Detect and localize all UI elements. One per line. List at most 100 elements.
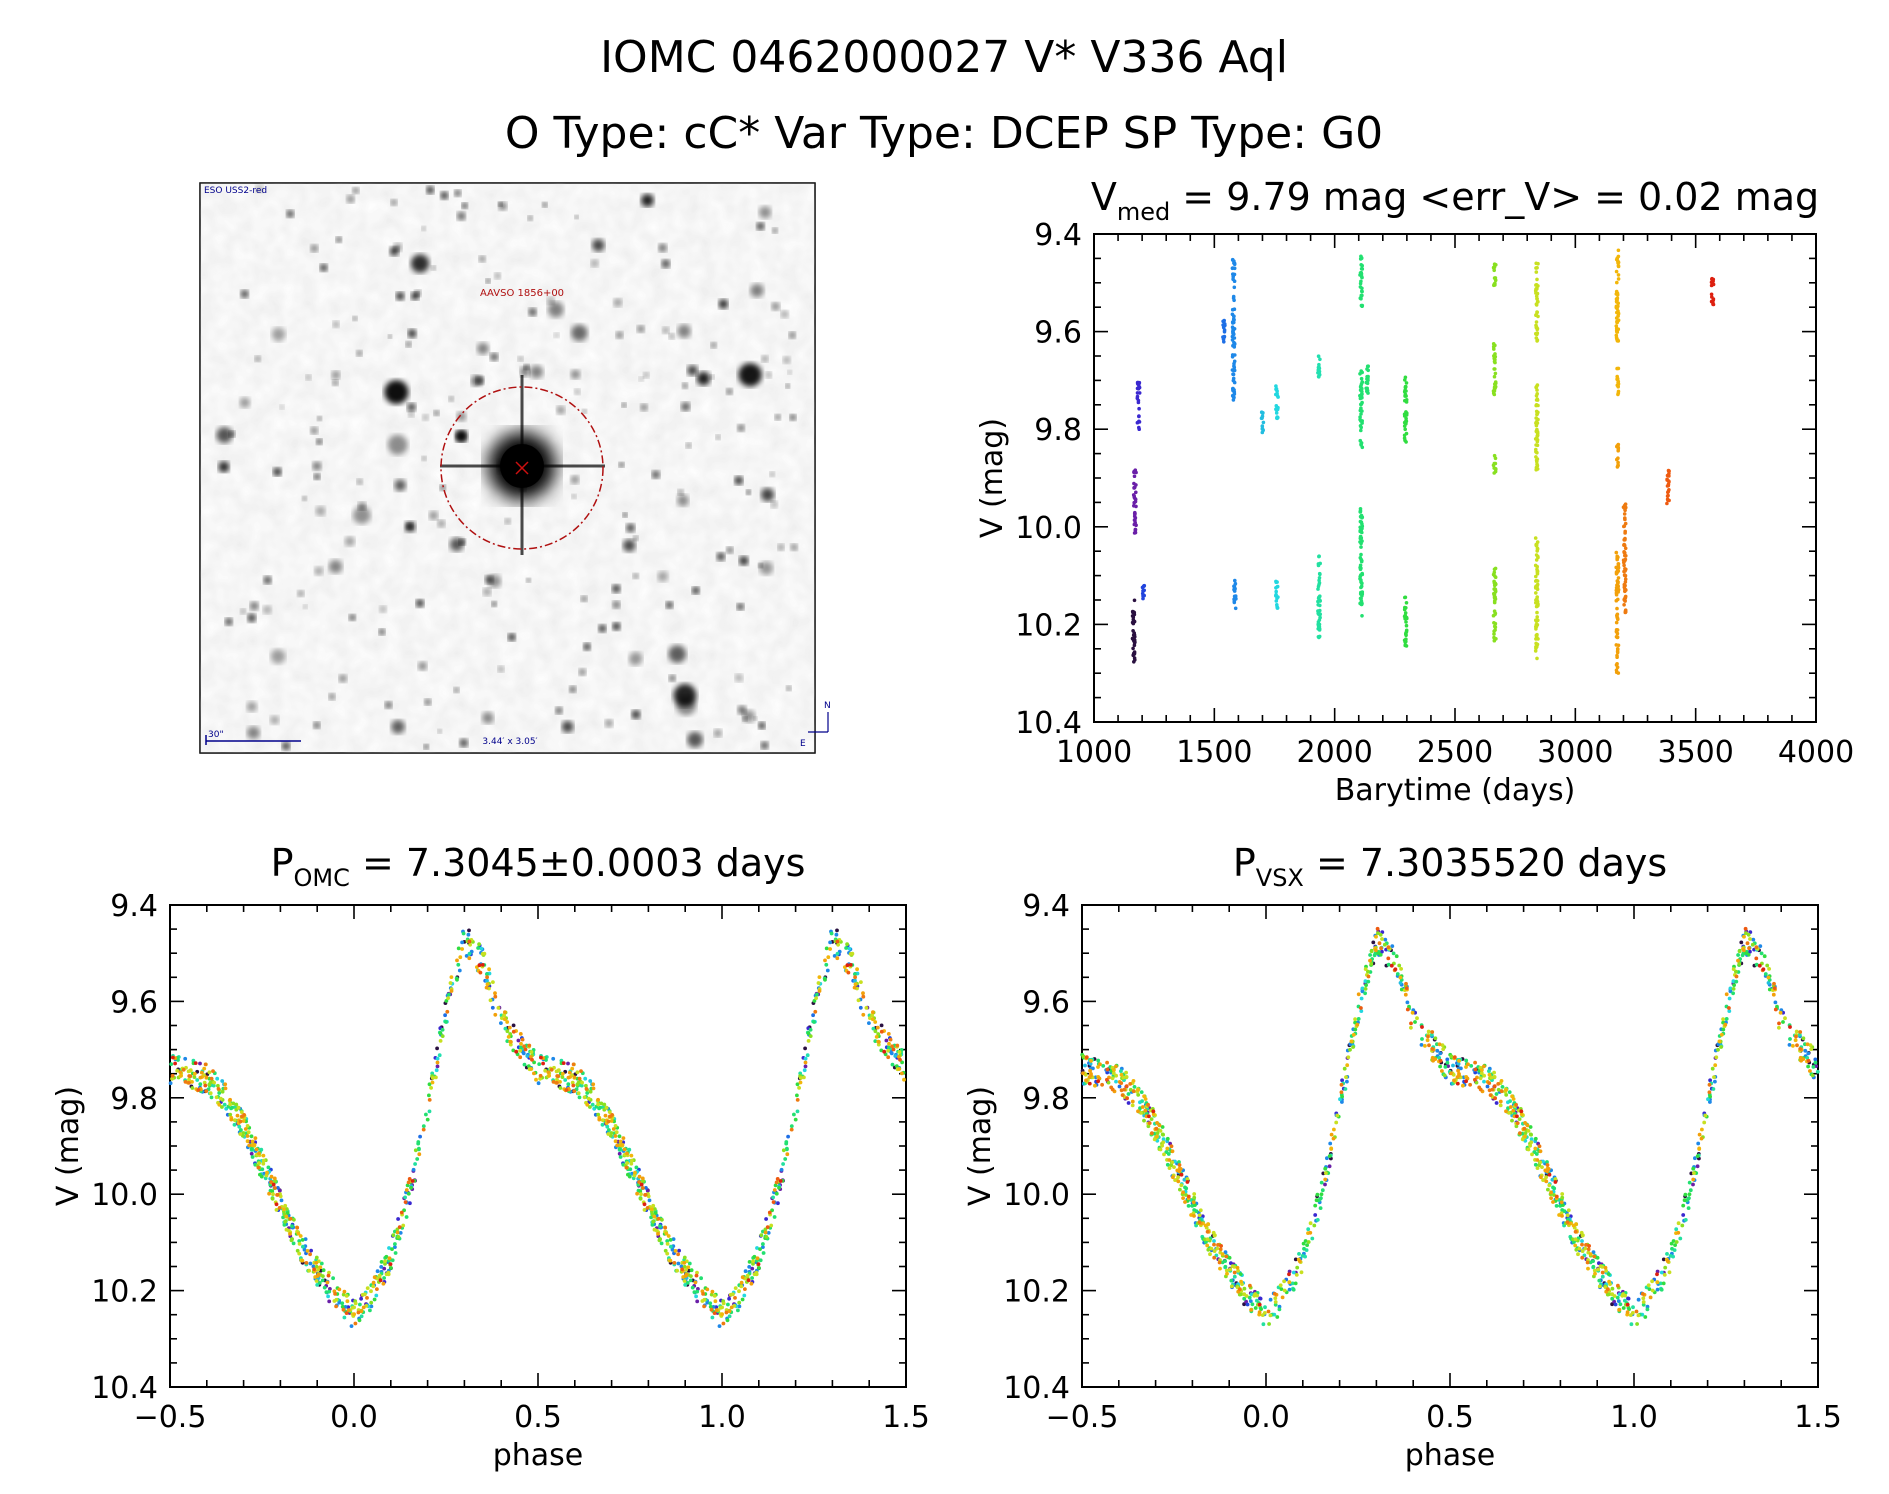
data-point [767, 1210, 772, 1215]
data-point [1158, 1129, 1163, 1133]
star-field [216, 185, 798, 751]
data-point [1317, 612, 1321, 617]
data-point [1320, 1188, 1325, 1193]
data-point [684, 1267, 688, 1272]
star [483, 587, 491, 596]
data-point [1348, 1047, 1352, 1052]
data-point [1282, 1288, 1287, 1293]
data-point [689, 1268, 694, 1273]
data-point [825, 968, 830, 973]
data-point [1559, 1200, 1564, 1205]
data-point [445, 1009, 450, 1014]
data-point [1623, 596, 1627, 600]
data-point [561, 1061, 566, 1065]
data-point [1375, 926, 1380, 931]
data-point [239, 1110, 244, 1114]
star [353, 506, 371, 524]
data-point [1517, 1117, 1522, 1121]
data-point [714, 1308, 719, 1312]
star [297, 590, 304, 597]
data-point [269, 1180, 273, 1184]
data-point [1533, 563, 1538, 568]
data-point [1132, 486, 1136, 490]
data-point [639, 1182, 644, 1187]
data-point [429, 1086, 433, 1090]
data-point [261, 1158, 266, 1163]
data-point [1534, 646, 1538, 651]
star [391, 719, 405, 734]
data-point [1522, 1126, 1527, 1131]
data-point [1534, 584, 1538, 588]
data-point [1404, 431, 1409, 436]
data-point [1659, 1270, 1664, 1275]
data-point [1318, 599, 1322, 603]
data-point [1232, 1274, 1237, 1279]
data-point [832, 954, 837, 958]
data-point [1549, 1196, 1553, 1200]
data-point [1360, 601, 1364, 606]
data-point [1212, 1239, 1216, 1243]
data-point [539, 1055, 543, 1060]
x-tick-label: 4000 [1778, 735, 1854, 770]
data-point [1473, 1077, 1477, 1082]
data-point [1211, 1230, 1216, 1235]
data-point [1504, 1109, 1508, 1114]
star [687, 731, 703, 748]
data-point [1587, 1244, 1591, 1248]
data-point [236, 1106, 241, 1110]
star [682, 382, 688, 389]
data-point [1248, 1299, 1253, 1303]
data-point [479, 946, 484, 951]
data-point [781, 1148, 786, 1153]
star [726, 388, 733, 395]
star [414, 289, 422, 297]
data-point [1671, 1239, 1676, 1243]
data-point [702, 1304, 706, 1309]
data-point [352, 1305, 356, 1310]
data-point [250, 1139, 255, 1144]
data-point [1703, 1113, 1708, 1118]
data-point [1655, 1287, 1660, 1292]
data-point [482, 951, 487, 956]
data-point [1754, 962, 1759, 967]
data-point [538, 1076, 542, 1081]
data-point [266, 1165, 271, 1170]
data-point [218, 1096, 223, 1101]
data-point [858, 1005, 863, 1010]
data-point [591, 1082, 596, 1087]
data-point [1358, 415, 1362, 419]
data-point [1535, 615, 1539, 619]
data-point [1491, 342, 1496, 346]
data-point [1232, 307, 1237, 312]
data-point [1420, 1037, 1424, 1041]
data-point [1493, 461, 1498, 466]
data-point [1641, 1302, 1646, 1307]
data-point [1493, 1096, 1497, 1101]
data-point [1236, 1268, 1240, 1273]
data-point [1554, 1194, 1559, 1199]
data-point [271, 1192, 275, 1197]
data-point [1508, 1105, 1513, 1109]
data-point [418, 1134, 422, 1139]
data-point [652, 1227, 657, 1232]
data-point [1645, 1307, 1650, 1312]
data-point [729, 1305, 734, 1310]
data-point [519, 1041, 523, 1046]
data-point [887, 1045, 891, 1050]
data-point [1766, 981, 1771, 985]
data-point [817, 989, 822, 993]
data-point [425, 1117, 430, 1122]
data-point [1615, 383, 1620, 388]
data-point [566, 1061, 570, 1066]
data-point [1360, 515, 1365, 519]
star [431, 265, 436, 271]
data-point [1157, 1123, 1162, 1128]
data-point [1206, 1247, 1211, 1252]
data-point [1623, 577, 1628, 581]
data-point [1536, 618, 1540, 623]
data-point [1440, 1043, 1445, 1047]
data-point [1529, 1140, 1534, 1145]
data-point [596, 1102, 600, 1107]
star [225, 618, 233, 626]
data-point [284, 1214, 289, 1219]
